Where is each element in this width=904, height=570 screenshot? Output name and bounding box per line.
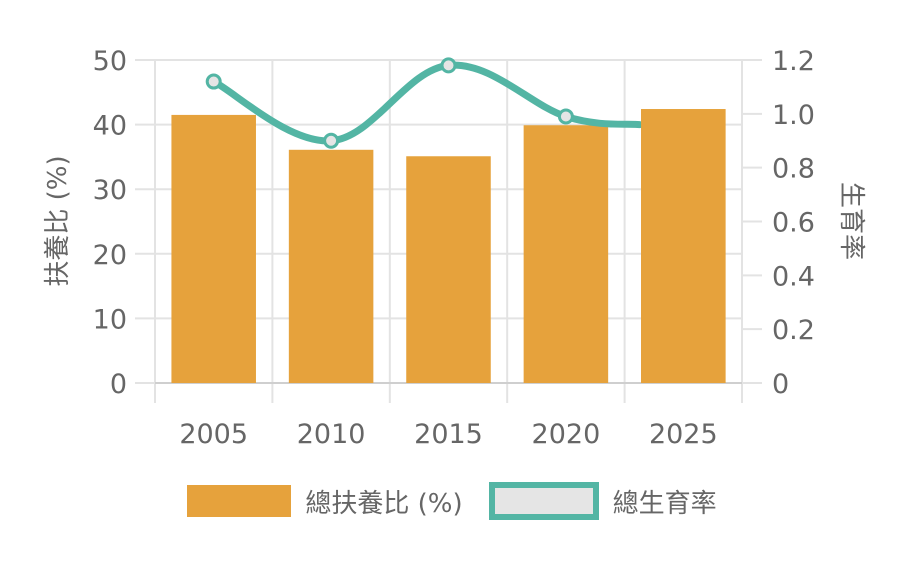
- bar[interactable]: [523, 125, 609, 383]
- bar[interactable]: [641, 109, 726, 383]
- bar-swatch-icon: [187, 485, 292, 517]
- x-tick-label: 2005: [179, 419, 248, 450]
- left-tick-label: 20: [93, 240, 127, 271]
- x-tick-label: 2010: [297, 419, 366, 450]
- right-axis-label: 生育率: [836, 182, 866, 260]
- line-series: [205, 57, 726, 383]
- x-tick-label: 2025: [649, 419, 718, 450]
- right-tick-label: 1.0: [772, 100, 815, 131]
- line-point[interactable]: [440, 57, 457, 74]
- right-tick-label: 0.8: [772, 154, 815, 185]
- legend-item-fertility-rate[interactable]: 總生育率: [488, 482, 717, 520]
- left-tick-label: 50: [93, 46, 127, 77]
- fertility-line[interactable]: [210, 61, 644, 145]
- bar[interactable]: [406, 156, 491, 383]
- x-tick-label: 2020: [532, 419, 601, 450]
- right-tick-label: 0.4: [772, 261, 815, 292]
- right-tick-label: 0.6: [772, 208, 815, 239]
- legend-item-dependency-ratio[interactable]: 總扶養比 (%): [187, 483, 463, 520]
- combo-chart: 0 10 20 30 40 50 0 0.2 0.4 0.6 0.8 1.0 1.2 2005 2010 20…: [43, 46, 866, 450]
- x-tick-label: 2015: [414, 419, 483, 450]
- legend: 總扶養比 (%) 總生育率: [0, 482, 904, 520]
- left-tick-label: 10: [93, 304, 127, 335]
- legend-label: 總生育率: [612, 488, 717, 519]
- line-point[interactable]: [557, 108, 574, 125]
- line-point[interactable]: [205, 73, 222, 90]
- right-tick-label: 1.2: [772, 46, 815, 77]
- left-tick-label: 30: [93, 175, 127, 206]
- right-tick-label: 0: [772, 369, 789, 400]
- bar[interactable]: [288, 149, 374, 383]
- line-point[interactable]: [323, 132, 340, 149]
- left-tick-label: 0: [110, 369, 127, 400]
- left-tick-label: 40: [93, 111, 127, 142]
- left-axis-label: 扶養比 (%): [43, 155, 73, 286]
- line-swatch-icon: [488, 482, 599, 520]
- axes: 0 10 20 30 40 50 0 0.2 0.4 0.6 0.8 1.0 1.2 2005 2010 20…: [93, 46, 815, 450]
- right-tick-label: 0.2: [772, 315, 815, 346]
- legend-label: 總扶養比 (%): [305, 488, 463, 519]
- bar[interactable]: [171, 114, 256, 383]
